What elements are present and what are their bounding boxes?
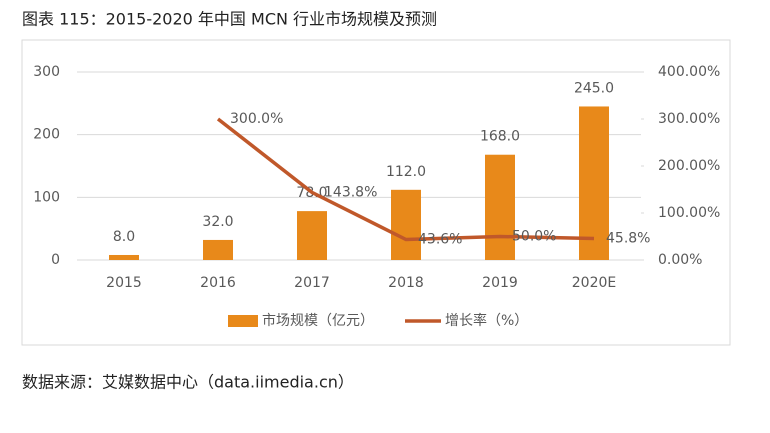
legend-label: 增长率（%） bbox=[445, 312, 528, 329]
y2-tick-label: 400.00% bbox=[658, 64, 720, 80]
y2-tick-label: 100.00% bbox=[658, 205, 720, 221]
data-label: 50.0% bbox=[512, 229, 556, 245]
bar bbox=[203, 239, 233, 260]
data-label: 143.8% bbox=[324, 184, 377, 200]
x-tick-label: 2020E bbox=[572, 275, 616, 291]
data-label: 245.0 bbox=[574, 80, 614, 96]
x-tick-label: 2018 bbox=[388, 275, 424, 291]
bar bbox=[579, 106, 609, 260]
data-label: 45.8% bbox=[606, 230, 650, 246]
y2-tick-label: 200.00% bbox=[658, 158, 720, 174]
line bbox=[216, 117, 595, 242]
bar bbox=[297, 211, 327, 260]
y-tick-label: 100 bbox=[33, 189, 60, 205]
y-tick-label: 200 bbox=[33, 127, 60, 143]
y-tick-label: 300 bbox=[33, 64, 60, 80]
data-label: 43.6% bbox=[418, 232, 462, 248]
source-note: 数据来源：艾媒数据中心（data.iimedia.cn） bbox=[22, 373, 354, 392]
x-tick-label: 2016 bbox=[200, 275, 236, 291]
data-label: 32.0 bbox=[202, 214, 233, 230]
legend-label: 市场规模（亿元） bbox=[262, 312, 374, 329]
y2-tick-label: 300.00% bbox=[658, 111, 720, 127]
chart-title: 图表 115：2015-2020 年中国 MCN 行业市场规模及预测 bbox=[22, 10, 437, 29]
data-label: 300.0% bbox=[230, 111, 283, 127]
y-tick-label: 0 bbox=[51, 252, 60, 268]
legend-swatch bbox=[228, 315, 258, 327]
chart-frame bbox=[21, 39, 731, 346]
bar bbox=[109, 254, 139, 260]
bar bbox=[485, 154, 515, 260]
data-label: 112.0 bbox=[386, 164, 426, 180]
y2-tick-label: 0.00% bbox=[658, 252, 702, 268]
data-label: 8.0 bbox=[113, 229, 135, 245]
data-label: 168.0 bbox=[480, 129, 520, 145]
x-tick-label: 2015 bbox=[106, 275, 142, 291]
x-tick-label: 2017 bbox=[294, 275, 330, 291]
x-tick-label: 2019 bbox=[482, 275, 518, 291]
bar bbox=[391, 189, 421, 260]
